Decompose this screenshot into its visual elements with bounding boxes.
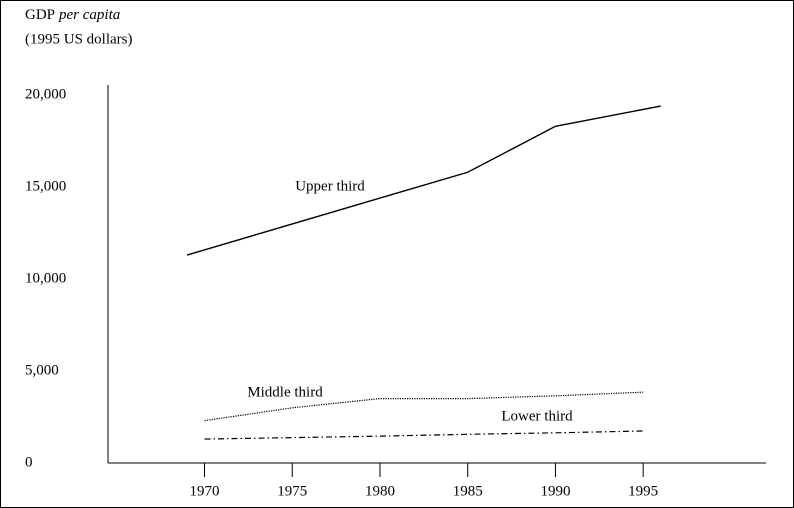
y-axis-label-unit: (1995 US dollars) — [25, 31, 133, 47]
series-label: Middle third — [247, 384, 323, 400]
x-tick-label: 1970 — [190, 483, 220, 499]
x-tick-label: 1990 — [540, 483, 570, 499]
x-tick-label: 1995 — [628, 483, 658, 499]
y-tick-label: 15,000 — [25, 178, 66, 194]
x-tick-label: 1975 — [277, 483, 307, 499]
x-tick-label: 1985 — [453, 483, 483, 499]
series-line — [186, 105, 661, 256]
y-tick-label: 20,000 — [25, 86, 66, 102]
y-axis-label-part: per capita — [58, 7, 120, 23]
y-axis-label: GDP per capita — [25, 7, 120, 23]
series-label: Lower third — [501, 408, 573, 424]
y-tick-label: 0 — [25, 454, 33, 470]
series-label: Upper third — [295, 178, 365, 194]
y-axis-label-part: GDP — [25, 7, 55, 23]
y-tick-label: 10,000 — [25, 270, 66, 286]
series-line — [204, 430, 644, 440]
x-tick-label: 1980 — [365, 483, 395, 499]
y-tick-label: 5,000 — [25, 362, 59, 378]
